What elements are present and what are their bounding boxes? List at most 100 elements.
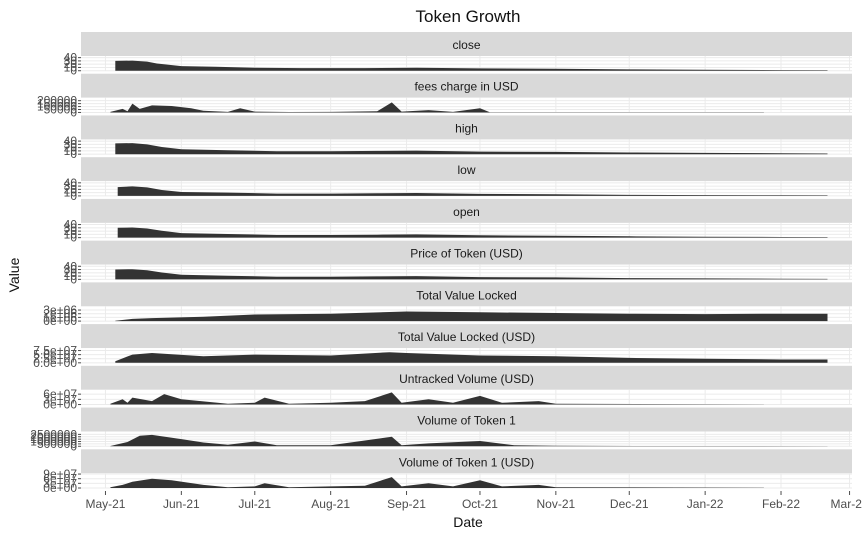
y-tick-label: 10 <box>64 186 78 200</box>
y-tick-label: 6e+07 <box>43 472 77 486</box>
chart-title: Token Growth <box>416 7 521 26</box>
facet-strip-label: fees charge in USD <box>414 80 518 94</box>
series-area <box>115 143 828 155</box>
facet-strip-label: close <box>452 38 480 52</box>
facet-panel: Total Value Locked (USD) 0.0e+002.5e+075.… <box>33 324 852 370</box>
y-tick-label: 20 <box>64 224 78 238</box>
y-tick-label: 3e+07 <box>43 476 77 490</box>
series-area <box>115 352 828 363</box>
x-axis-title: Date <box>453 514 483 530</box>
facet-strip <box>81 157 852 182</box>
x-tick-label: Sep-21 <box>387 497 426 511</box>
x-tick-label: Aug-21 <box>311 497 350 511</box>
y-tick-label: 10 <box>64 144 78 158</box>
y-tick-label: 40 <box>64 259 78 273</box>
x-tick-label: Feb-22 <box>762 497 800 511</box>
y-tick-label: 0 <box>70 272 77 286</box>
facet-strip <box>81 449 852 474</box>
series-area <box>110 434 828 447</box>
y-tick-label: 100000 <box>37 100 77 114</box>
x-tick-label: Nov-21 <box>536 497 575 511</box>
y-tick-label: 40 <box>64 134 78 148</box>
series-area <box>115 60 828 71</box>
y-tick-label: 10 <box>64 60 78 74</box>
y-tick-label: 200000 <box>37 94 77 108</box>
y-tick-label: 2000000 <box>30 430 77 444</box>
y-tick-label: 40 <box>64 51 78 65</box>
y-tick-label: 50000 <box>44 103 78 117</box>
facet-strip-label: Volume of Token 1 (USD) <box>399 455 534 469</box>
x-tick-label: Dec-21 <box>610 497 649 511</box>
y-tick-label: 9e+07 <box>43 467 77 481</box>
x-tick-label: Jun-21 <box>163 497 200 511</box>
y-tick-label: 3e+07 <box>43 392 77 406</box>
y-tick-label: 0e+00 <box>43 481 77 495</box>
facet-strip <box>81 32 852 56</box>
y-tick-label: 1e+06 <box>43 310 77 324</box>
y-tick-label: 0 <box>70 64 77 78</box>
y-tick-label: 20 <box>64 57 78 71</box>
y-tick-label: 20 <box>64 141 78 155</box>
facet-strip-label: Volume of Token 1 <box>417 414 516 428</box>
series-area <box>117 186 828 196</box>
y-tick-label: 30 <box>64 221 78 235</box>
x-tick-label: Jul-21 <box>238 497 271 511</box>
y-tick-label: 0 <box>70 105 77 119</box>
facet-strip <box>81 115 852 140</box>
facet-strip <box>81 73 852 98</box>
y-tick-label: 20 <box>64 182 78 196</box>
series-area <box>110 102 764 113</box>
facet-strip-label: Price of Token (USD) <box>410 247 522 261</box>
facet-strip <box>81 198 852 223</box>
y-tick-label: 7.5e+07 <box>33 344 77 358</box>
y-axis-title: Value <box>6 257 22 292</box>
y-tick-label: 0e+00 <box>43 398 77 412</box>
series-area <box>115 311 828 322</box>
facet-strip-label: low <box>457 163 475 177</box>
series-area <box>115 269 828 280</box>
y-tick-label: 6e+07 <box>43 387 77 401</box>
y-tick-label: 2.5e+07 <box>33 352 77 366</box>
y-tick-label: 30 <box>64 263 78 277</box>
x-tick-label: Jan-22 <box>687 497 724 511</box>
facet-strip-label: Total Value Locked <box>416 288 517 302</box>
facet-panel: Volume of Token 1 05000001000000150000020… <box>30 407 852 453</box>
y-tick-label: 0 <box>70 189 77 203</box>
y-tick-label: 2e+06 <box>43 307 77 321</box>
x-tick-label: May-21 <box>85 497 125 511</box>
facet-strip-label: open <box>453 205 480 219</box>
x-tick-label: Oct-21 <box>462 497 498 511</box>
y-tick-label: 30 <box>64 179 78 193</box>
y-tick-label: 2500000 <box>30 427 77 441</box>
facet-strip-label: Total Value Locked (USD) <box>398 330 535 344</box>
facet-panel: fees charge in USD 0500001000001500002000… <box>37 73 852 119</box>
y-tick-label: 40 <box>64 176 78 190</box>
y-tick-label: 30 <box>64 54 78 68</box>
y-tick-label: 0.0e+00 <box>33 356 77 370</box>
y-tick-label: 0 <box>70 439 77 453</box>
y-tick-label: 1000000 <box>30 435 77 449</box>
y-tick-label: 10 <box>64 227 78 241</box>
y-tick-label: 0 <box>70 147 77 161</box>
plot-background <box>81 473 852 488</box>
facet-strip <box>81 240 852 265</box>
series-area <box>110 477 764 488</box>
y-tick-label: 1500000 <box>30 432 77 446</box>
facet-strip-label: high <box>455 121 478 135</box>
facet-strip <box>81 282 852 307</box>
facet-strip-label: Untracked Volume (USD) <box>399 372 534 386</box>
y-tick-label: 5.0e+07 <box>33 348 77 362</box>
y-tick-label: 150000 <box>37 97 77 111</box>
facet-strip <box>81 407 852 432</box>
y-tick-label: 40 <box>64 218 78 232</box>
series-area <box>110 392 764 405</box>
facet-strip <box>81 324 852 349</box>
